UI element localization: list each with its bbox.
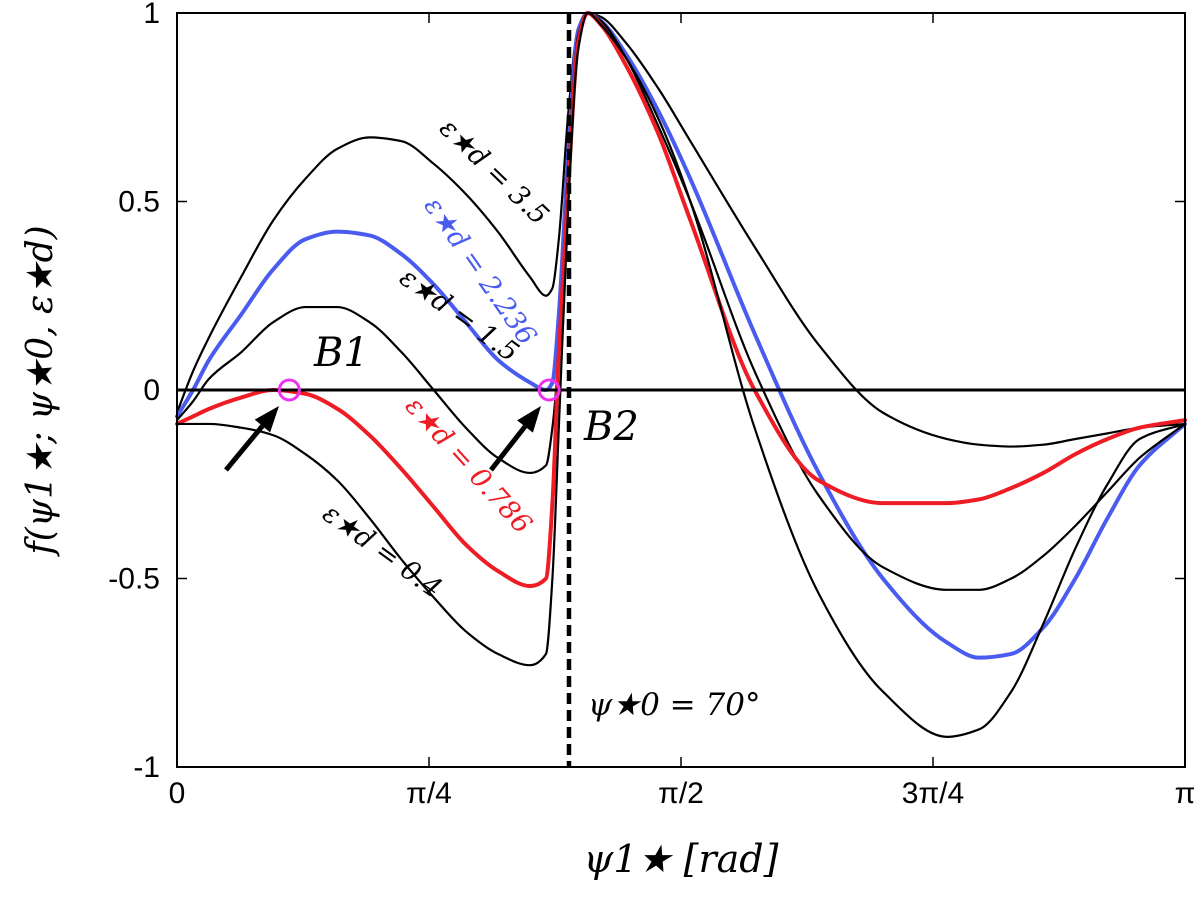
markers-layer xyxy=(277,378,561,402)
x-tick-label: 3π/4 xyxy=(902,777,964,810)
marker-b2 xyxy=(537,378,561,402)
axis-labels: ψ1★ [rad] f(ψ1★; ψ★0, ε★d) xyxy=(20,225,779,881)
pointer-arrow-1 xyxy=(224,406,279,472)
x-tick-label: π/2 xyxy=(658,777,704,810)
series-line-d-1-5 xyxy=(175,11,1187,591)
x-axis-label: ψ1★ [rad] xyxy=(584,837,779,881)
curve-label-d-0-786: ε★d = 0.786 xyxy=(399,391,538,540)
arrow-shaft xyxy=(224,424,265,472)
y-tick-label: 0.5 xyxy=(118,186,160,219)
y-tick-label: 1 xyxy=(143,0,160,30)
y-tick-label: 0 xyxy=(143,374,160,407)
axis-ticks: 0 π/4 π/2 3π/4 π 1 0.5 0 -0.5 -1 xyxy=(108,0,1195,810)
marker-label-b2: B2 xyxy=(583,404,639,450)
curve-label-d-0-4: ε★d = 0.4 xyxy=(317,498,447,605)
pointer-arrow-2 xyxy=(489,406,541,472)
psi0-label: ψ★0 = 70° xyxy=(588,687,760,723)
series-line-d-0-4 xyxy=(175,11,1187,738)
x-tick-label: 0 xyxy=(169,777,186,810)
y-tick-label: -1 xyxy=(133,751,160,784)
x-tick-label: π xyxy=(1175,777,1196,810)
series-line-d-0-786 xyxy=(175,11,1187,589)
arrow-head xyxy=(517,406,541,433)
marker-label-b1: B1 xyxy=(313,330,369,376)
arrow-head xyxy=(254,406,279,433)
y-axis-label: f(ψ1★; ψ★0, ε★d) xyxy=(20,225,61,557)
arrow-shaft xyxy=(489,424,527,472)
series-line-d-3-5 xyxy=(175,11,1187,448)
reference-lines xyxy=(177,13,1185,767)
x-tick-label: π/4 xyxy=(406,777,452,810)
y-tick-label: -0.5 xyxy=(108,563,160,596)
curves-layer xyxy=(175,11,1187,738)
marker-b1 xyxy=(277,378,301,402)
